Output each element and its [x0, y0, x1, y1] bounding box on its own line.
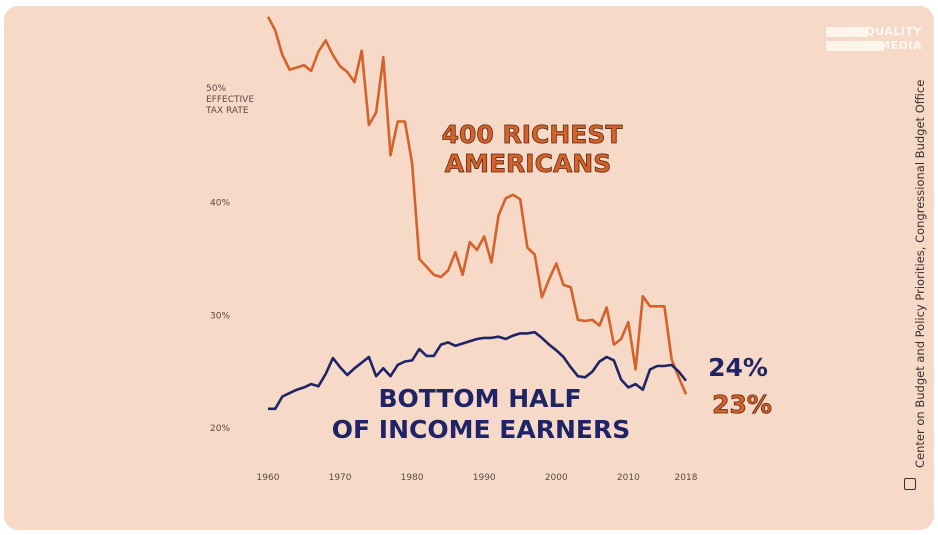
label-bottom-half-line2: OF INCOME EARNERS: [332, 415, 630, 444]
label-bottom-half-line1: BOTTOM HALF: [378, 384, 581, 413]
x-tick-label: 2010: [617, 473, 640, 483]
series-line-bottom-half: [268, 330, 688, 411]
x-tick-label: 1960: [257, 473, 280, 483]
inequality-media-logo: INEQUALITY MEDIA: [826, 26, 922, 62]
y-tick-label: 30%: [210, 311, 230, 321]
series-line-400-richest: [266, 16, 688, 395]
x-tick-label: 1990: [473, 473, 496, 483]
line-chart: 20% 30% 40% 1960 1970 1980 1990 2000 2010 2018 4…: [210, 16, 772, 483]
x-tick-label: 2018: [675, 473, 698, 483]
x-tick-label: 1980: [401, 473, 424, 483]
y-tick-label: 20%: [210, 424, 230, 434]
end-label-bottom-half: 24%: [708, 353, 768, 382]
label-400-richest-line2: AMERICANS: [445, 149, 611, 178]
logo-line2: MEDIA: [879, 39, 922, 52]
y-axis-label: 50% EFFECTIVE TAX RATE: [206, 84, 255, 116]
y-tick-label: 40%: [210, 199, 230, 209]
source-text: Center on Budget and Policy Priorities, …: [913, 79, 927, 468]
end-label-400-richest: 23%: [712, 390, 772, 419]
document-chart-icon: [904, 478, 916, 490]
chart-card: 20% 30% 40% 1960 1970 1980 1990 2000 2010 2018 4…: [4, 6, 934, 530]
label-400-richest-line1: 400 RICHEST: [442, 120, 623, 149]
logo-line1: INEQUALITY: [843, 25, 922, 38]
x-tick-label: 1970: [329, 473, 352, 483]
x-tick-label: 2000: [545, 473, 568, 483]
